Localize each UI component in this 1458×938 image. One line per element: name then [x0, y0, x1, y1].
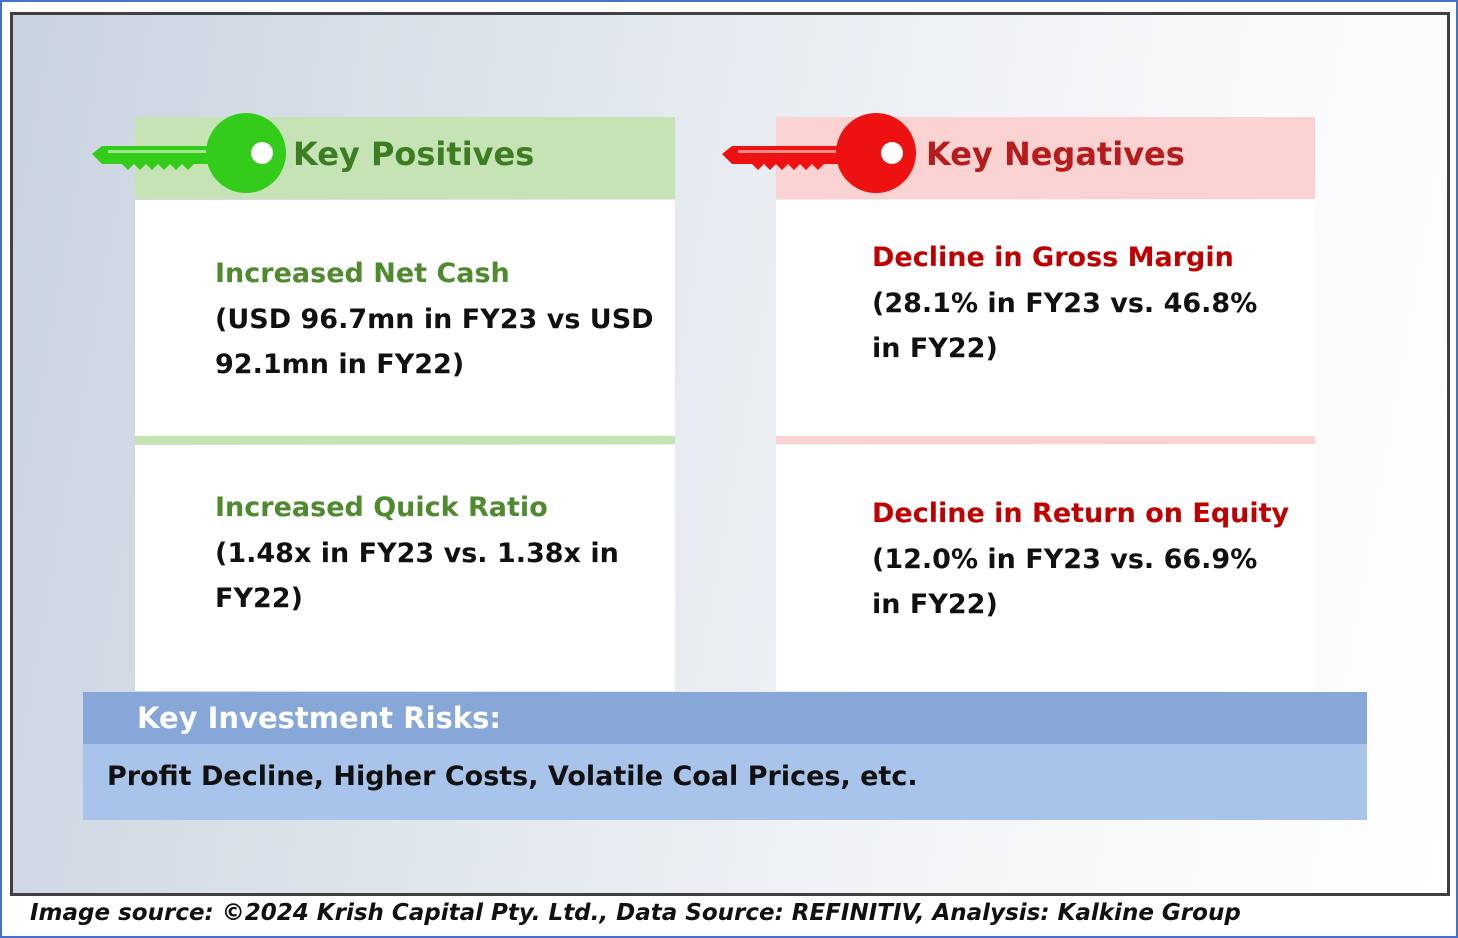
green-key-icon	[92, 113, 286, 193]
negative-item-body: (28.1% in FY23 vs. 46.8% in FY22)	[872, 288, 1258, 364]
key-positives-title: Key Positives	[293, 135, 535, 173]
investment-risks-title: Key Investment Risks:	[137, 701, 501, 735]
negative-item-body: (12.0% in FY23 vs. 66.9% in FY22)	[872, 544, 1258, 620]
positive-item-body: (1.48x in FY23 vs. 1.38x in FY22)	[215, 538, 619, 614]
positive-item-title: Increased Quick Ratio	[215, 492, 548, 523]
investment-risks-body: Profit Decline, Higher Costs, Volatile C…	[83, 744, 1367, 820]
positive-item-title: Increased Net Cash	[215, 258, 510, 289]
investment-risks-header: Key Investment Risks:	[83, 692, 1367, 744]
investment-risks-text: Profit Decline, Higher Costs, Volatile C…	[107, 761, 918, 792]
positive-divider	[135, 436, 675, 444]
positive-item-body: (USD 96.7mn in FY23 vs USD 92.1mn in FY2…	[215, 304, 654, 380]
positive-card-net-cash: Increased Net Cash (USD 96.7mn in FY23 v…	[135, 200, 675, 436]
negative-item-title: Decline in Return on Equity	[872, 498, 1290, 529]
image-source-caption: Image source: ©2024 Krish Capital Pty. L…	[30, 900, 1241, 926]
red-key-icon	[722, 113, 916, 193]
negative-item-title: Decline in Gross Margin	[872, 242, 1234, 273]
key-negatives-title: Key Negatives	[926, 135, 1185, 173]
negative-card-gross-margin: Decline in Gross Margin (28.1% in FY23 v…	[776, 200, 1315, 436]
positive-card-quick-ratio: Increased Quick Ratio (1.48x in FY23 vs.…	[135, 445, 675, 691]
negative-divider	[776, 436, 1315, 444]
negative-card-roe: Decline in Return on Equity (12.0% in FY…	[776, 445, 1315, 691]
